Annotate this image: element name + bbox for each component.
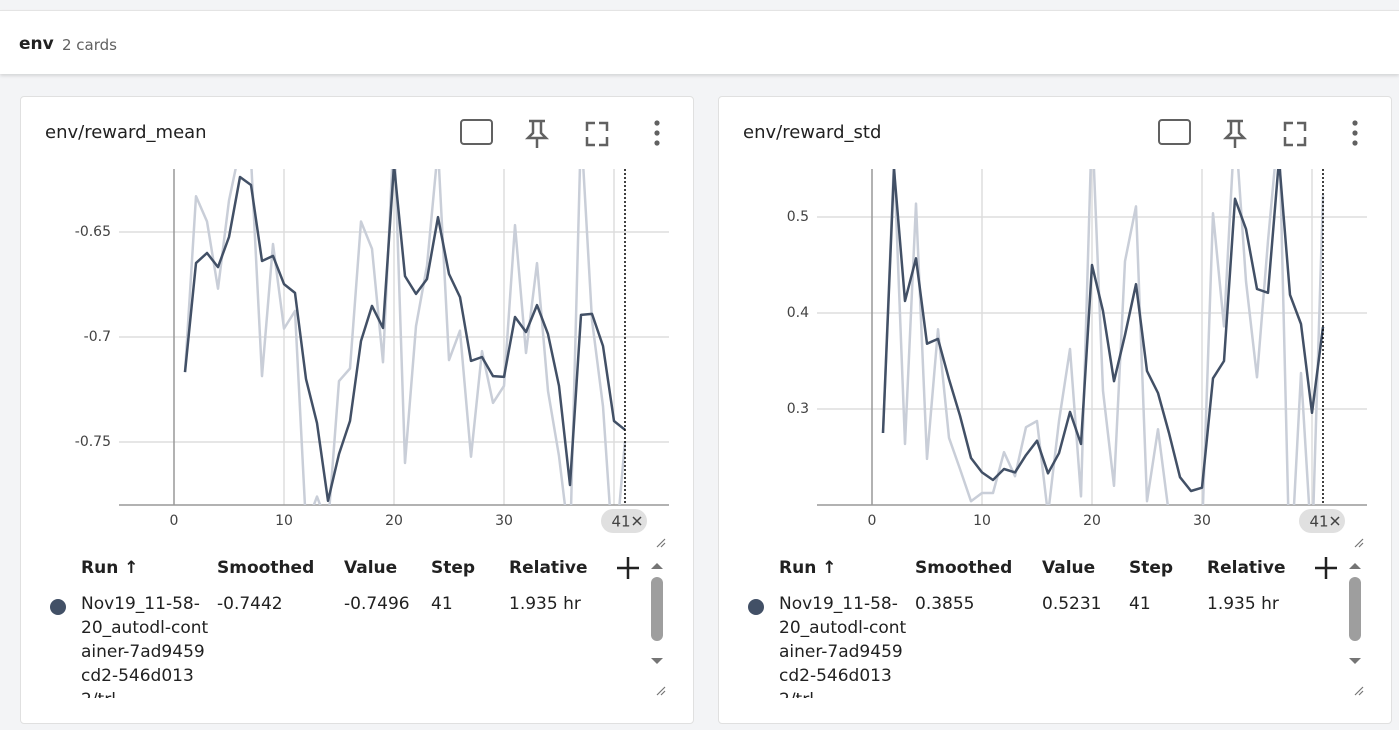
- column-header[interactable]: Run ↑: [779, 558, 837, 578]
- y-tick-label: -0.65: [75, 224, 111, 240]
- line-series: [183, 169, 626, 503]
- fit-button[interactable]: [1158, 119, 1191, 145]
- table-cell: 41: [431, 594, 453, 614]
- data-table: Run ↑ Smoothed Value Step Relative Nov19_11-5…: [719, 553, 1344, 698]
- table-cell: 41: [1129, 594, 1151, 614]
- group-header: env 2 cards: [0, 10, 1399, 74]
- dot: [654, 130, 660, 136]
- scroll-thumb[interactable]: [651, 577, 663, 641]
- table-cell: -0.7496: [344, 594, 410, 614]
- table-cell: 1.935 hr: [1207, 594, 1279, 614]
- dot: [1352, 140, 1358, 146]
- card-count: 2 cards: [62, 36, 117, 54]
- plot: [183, 169, 627, 505]
- dot: [654, 140, 660, 146]
- line-series: [881, 169, 1325, 493]
- table-cell: 1.935 hr: [509, 594, 581, 614]
- fullscreen-button[interactable]: [1283, 121, 1307, 147]
- table-cell: Nov19_11-58-20_autodl-container-7ad9459c…: [779, 594, 907, 698]
- plus-button[interactable]: [617, 557, 639, 579]
- column-header[interactable]: Run ↑: [81, 558, 139, 578]
- hover-step: 41: [1309, 513, 1328, 531]
- x-tick-label: 0: [170, 513, 179, 529]
- run-color-dot[interactable]: [748, 599, 764, 615]
- column-header: Step: [1129, 558, 1174, 578]
- column-header: Relative: [1207, 558, 1286, 578]
- x-tick-label: 20: [385, 513, 403, 529]
- x-tick-label: 0: [868, 513, 877, 529]
- x-tick-label: 30: [1193, 513, 1211, 529]
- column-header: Smoothed: [915, 558, 1013, 578]
- hover-badge: [601, 509, 647, 533]
- column-header: Relative: [509, 558, 588, 578]
- scroll-up[interactable]: [1349, 563, 1361, 569]
- scroll-down[interactable]: [651, 658, 663, 664]
- card-title: env/reward_std: [743, 122, 882, 143]
- column-header: Smoothed: [217, 558, 315, 578]
- line-series: [183, 169, 627, 505]
- y-tick-label: 0.4: [787, 305, 809, 321]
- run-color-dot[interactable]: [50, 599, 66, 615]
- chart: -0.75-0.7-0.6501020304041: [75, 119, 669, 696]
- hover-badge: [1299, 509, 1345, 533]
- scroll-down[interactable]: [1349, 658, 1361, 664]
- column-header: Value: [1042, 558, 1096, 578]
- dot: [1352, 130, 1358, 136]
- table-cell: Nov19_11-58-20_autodl-container-7ad9459c…: [81, 594, 209, 698]
- scroll-up[interactable]: [651, 563, 663, 569]
- table-cell: 0.3855: [915, 594, 975, 614]
- x-tick-label: 10: [973, 513, 991, 529]
- more-button[interactable]: [654, 120, 660, 146]
- table-cell: -0.7442: [217, 594, 283, 614]
- x-tick-label: 10: [275, 513, 293, 529]
- card: env/reward_mean-0.75-0.7-0.6501020304041…: [20, 96, 694, 724]
- toolbar: [1158, 119, 1307, 148]
- chart: 0.30.40.501020304041: [787, 119, 1367, 696]
- pin-button[interactable]: [524, 119, 550, 148]
- hover-step: 41: [611, 513, 630, 531]
- fullscreen-button[interactable]: [585, 121, 609, 147]
- y-tick-label: 0.5: [787, 209, 809, 225]
- x-tick-label: 30: [495, 513, 513, 529]
- y-tick-label: -0.75: [75, 434, 111, 450]
- y-tick-label: 0.3: [787, 401, 809, 417]
- hover-close[interactable]: [1330, 516, 1340, 526]
- plot: [881, 169, 1325, 505]
- column-header: Value: [344, 558, 398, 578]
- card-title: env/reward_mean: [45, 122, 207, 143]
- line-series: [881, 169, 1325, 505]
- scroll-thumb[interactable]: [1349, 577, 1361, 641]
- fit-button[interactable]: [460, 119, 493, 145]
- more-button[interactable]: [1352, 120, 1358, 146]
- plus-button[interactable]: [1315, 557, 1337, 579]
- pin-button[interactable]: [1222, 119, 1248, 148]
- resize-handle: [656, 538, 666, 696]
- column-header: Step: [431, 558, 476, 578]
- group-title: env: [19, 34, 54, 54]
- x-tick-label: 20: [1083, 513, 1101, 529]
- hover-close[interactable]: [632, 516, 642, 526]
- table-cell: 0.5231: [1042, 594, 1102, 614]
- resize-handle: [1354, 538, 1364, 696]
- dot: [654, 120, 660, 126]
- data-table: Run ↑ Smoothed Value Step Relative Nov19_11-5…: [21, 553, 646, 698]
- dot: [1352, 120, 1358, 126]
- y-tick-label: -0.7: [84, 329, 111, 345]
- toolbar: [460, 119, 609, 148]
